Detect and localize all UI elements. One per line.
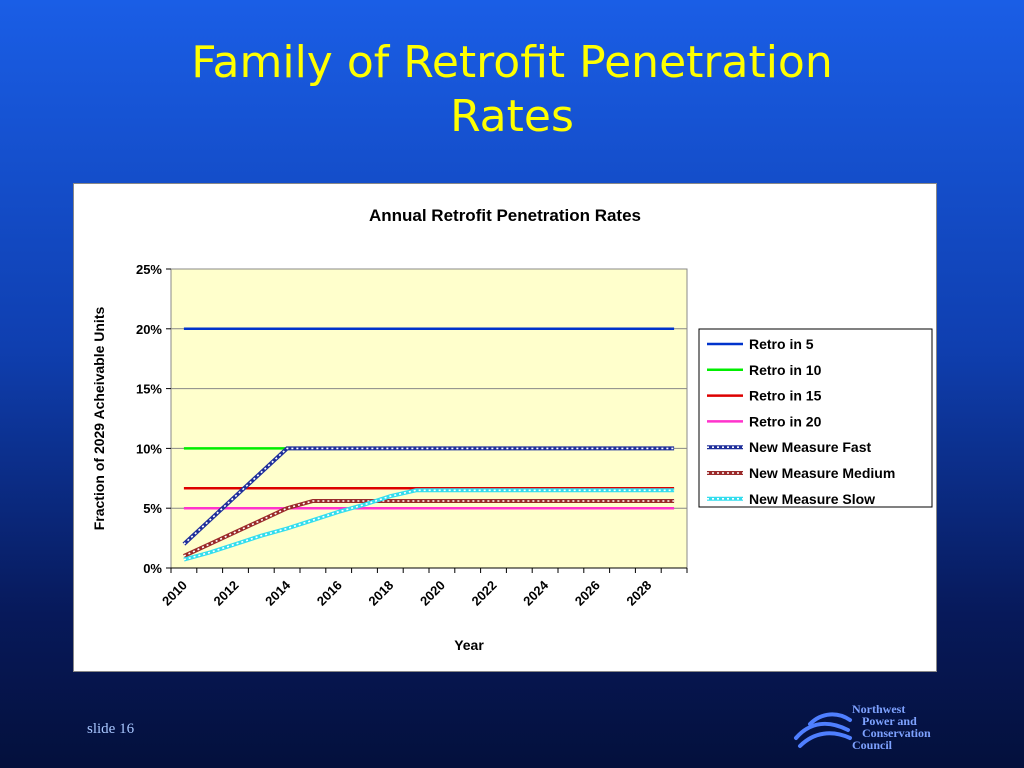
council-logo-text: Northwest Power and Conservation Council: [852, 703, 931, 751]
legend-label-retro-in-20: Retro in 20: [749, 413, 822, 429]
legend-label-new-measure-fast: New Measure Fast: [749, 439, 871, 455]
x-axis-label: Year: [454, 637, 484, 653]
plot-area: [170, 268, 688, 569]
x-tick-label: 2020: [417, 578, 448, 609]
slide-title-line-1: Family of Retrofit Penetration: [191, 37, 833, 88]
logo-line-1: Northwest: [852, 702, 906, 716]
chart-frame: Annual Retrofit Penetration Rates 0% 5% 10%…: [73, 183, 937, 672]
x-tick-label: 2022: [469, 578, 500, 609]
x-tick-label: 2016: [314, 578, 345, 609]
series-line-new-measure-slow: [183, 488, 675, 562]
y-tick-label: 10%: [136, 441, 162, 456]
legend-box: [698, 328, 933, 508]
logo-line-4: Council: [852, 738, 893, 752]
y-tick-label: 20%: [136, 322, 162, 337]
line-chart: Annual Retrofit Penetration Rates 0% 5% 10%…: [91, 206, 933, 653]
council-logo-icon: [794, 712, 852, 748]
x-tick-label: 2024: [520, 577, 552, 609]
logo-line-3: Conservation: [862, 726, 931, 740]
series-marker-pattern: [183, 500, 675, 557]
legend-label-new-measure-slow: New Measure Slow: [749, 491, 875, 507]
logo-line-2: Power and: [862, 714, 917, 728]
slide-title: Family of Retrofit Penetration Rates: [0, 36, 1024, 144]
y-tick-label: 5%: [143, 501, 162, 516]
slide-number: slide 16: [87, 721, 135, 737]
y-tick-label: 25%: [136, 262, 162, 277]
series-marker-pattern: [183, 447, 675, 545]
legend-label-new-measure-medium: New Measure Medium: [749, 465, 895, 481]
x-tick-label: 2010: [159, 578, 190, 609]
x-tick-label: 2014: [262, 577, 294, 609]
slide-title-line-2: Rates: [450, 91, 574, 142]
chart-title: Annual Retrofit Penetration Rates: [369, 206, 641, 225]
legend-label-retro-in-5: Retro in 5: [749, 336, 814, 352]
legend-label-retro-in-10: Retro in 10: [749, 362, 822, 378]
y-axis-label: Fraction of 2029 Acheivable Units: [91, 307, 107, 531]
x-tick-label: 2018: [365, 578, 396, 609]
x-tick-label: 2026: [572, 578, 603, 609]
y-tick-label: 0%: [143, 561, 162, 576]
x-tick-label: 2012: [211, 578, 242, 609]
x-tick-label: 2028: [623, 578, 654, 609]
legend-label-retro-in-15: Retro in 15: [749, 388, 822, 404]
y-tick-label: 15%: [136, 382, 162, 397]
